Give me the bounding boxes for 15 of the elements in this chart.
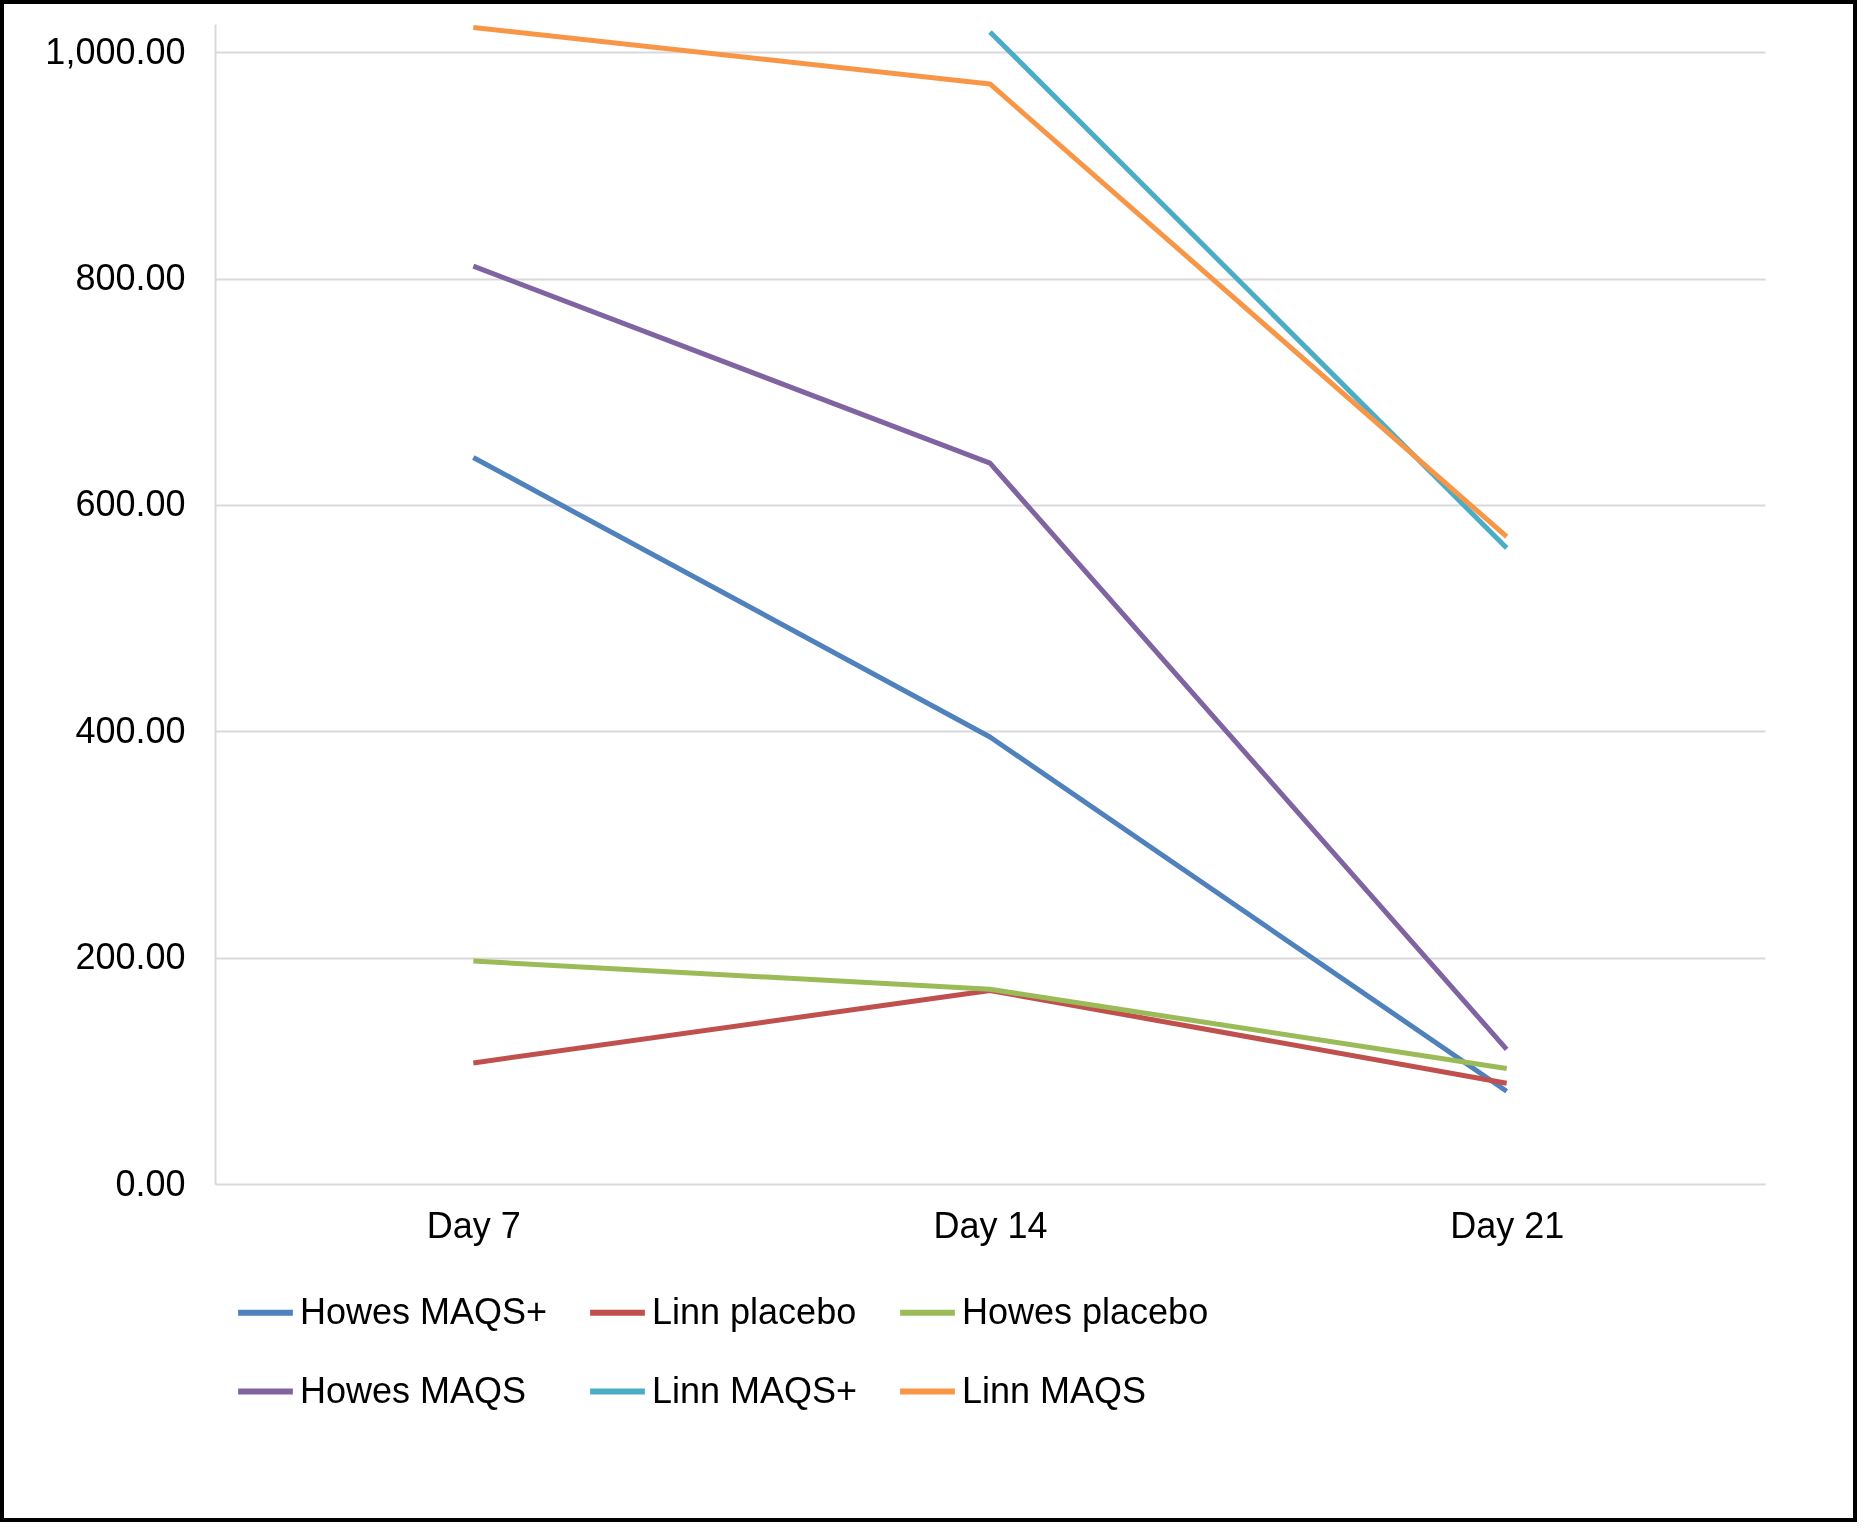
y-tick-label: 400.00: [75, 709, 186, 751]
legend-label: Linn MAQS: [962, 1369, 1147, 1411]
y-tick-label: 1,000.00: [45, 30, 186, 72]
y-tick-label: 0.00: [115, 1162, 186, 1204]
legend-label: Linn placebo: [652, 1290, 857, 1332]
y-tick-label: 600.00: [75, 483, 186, 525]
legend-label: Howes placebo: [962, 1290, 1209, 1332]
legend-label: Linn MAQS+: [652, 1369, 858, 1411]
legend-label: Howes MAQS: [300, 1369, 527, 1411]
x-tick-label: Day 21: [1450, 1204, 1565, 1246]
legend-label: Howes MAQS+: [300, 1290, 548, 1332]
y-tick-label: 800.00: [75, 257, 186, 299]
y-tick-label: 200.00: [75, 936, 186, 978]
x-tick-label: Day 7: [426, 1204, 521, 1246]
x-tick-label: Day 14: [933, 1204, 1048, 1246]
